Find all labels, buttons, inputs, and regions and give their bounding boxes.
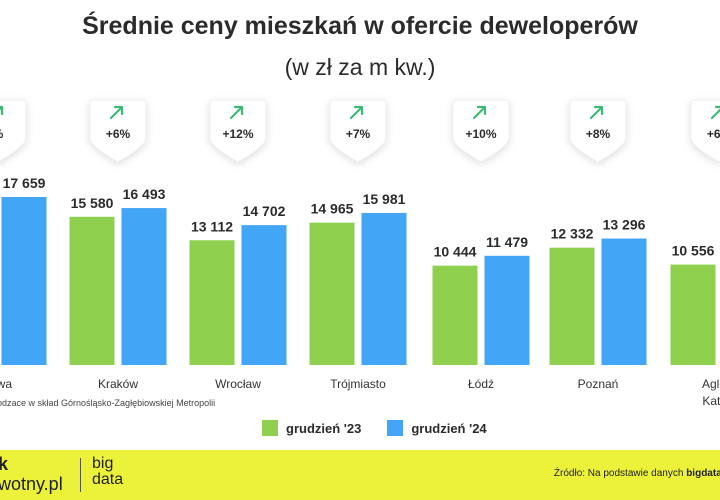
change-label-6: +6% bbox=[707, 127, 720, 141]
change-badge-4: +10% bbox=[452, 99, 510, 163]
category-label-1: Kraków bbox=[98, 377, 138, 391]
badge-shield bbox=[209, 99, 267, 163]
change-label-0: % bbox=[0, 127, 4, 141]
arrow-head bbox=[714, 105, 720, 109]
arrow-head bbox=[353, 105, 364, 116]
bigdata-logo: big data bbox=[92, 456, 123, 488]
change-badge-5: +8% bbox=[569, 99, 627, 163]
legend-swatch-2024 bbox=[387, 420, 404, 436]
legend-item-2024: grudzień '24 bbox=[387, 420, 487, 436]
value-label-2023-2: 13 112 bbox=[191, 218, 233, 234]
arrow-up-right-icon bbox=[472, 106, 486, 120]
bar-2024-5 bbox=[601, 238, 647, 365]
bigdata-logo-line2: data bbox=[92, 471, 124, 488]
change-badge-0: % bbox=[0, 99, 27, 162]
category-label-2: Wrocław bbox=[215, 377, 261, 391]
change-label-5: +8% bbox=[586, 127, 611, 141]
category-label-4: Łódź bbox=[468, 377, 494, 391]
category-label-line2-6: Katow bbox=[702, 394, 720, 408]
source-note: Źródło: Na podstawie danych bigdata.ry bbox=[554, 468, 720, 479]
arrow-head bbox=[233, 105, 244, 116]
bar-2023-5 bbox=[549, 247, 595, 365]
bar-2024-0 bbox=[1, 197, 47, 365]
legend-swatch-2023 bbox=[262, 420, 278, 436]
category-label-3: Trójmiasto bbox=[330, 377, 386, 391]
badge-shield bbox=[89, 99, 147, 163]
category-label-5: Poznań bbox=[578, 377, 619, 391]
value-label-2024-3: 15 981 bbox=[363, 191, 406, 207]
bar-2024-2 bbox=[241, 225, 287, 365]
badge-shield bbox=[452, 99, 510, 163]
change-badge-6: +6% bbox=[690, 99, 720, 163]
bar-2023-4 bbox=[432, 265, 478, 365]
bar-2023-6 bbox=[670, 264, 716, 365]
value-label-2023-3: 14 965 bbox=[311, 201, 354, 217]
source-brand: bigdata.ry bbox=[686, 468, 720, 479]
value-label-2023-4: 10 444 bbox=[434, 244, 477, 260]
chart-subtitle: (w zł za m kw.) bbox=[284, 54, 436, 80]
value-label-2024-4: 11 479 bbox=[486, 234, 528, 250]
arrow-up-right-icon bbox=[229, 106, 243, 120]
value-label-2024-1: 16 493 bbox=[123, 186, 166, 202]
bar-2023-2 bbox=[189, 240, 235, 365]
change-label-4: +10% bbox=[465, 127, 496, 141]
footer-bar: k wotny.pl big data Źródło: Na podstawie… bbox=[0, 450, 720, 500]
bar-2024-4 bbox=[484, 255, 530, 365]
value-label-2024-5: 13 296 bbox=[603, 217, 646, 233]
bar-2024-1 bbox=[121, 208, 167, 365]
arrow-up-right-icon bbox=[710, 108, 720, 120]
source-prefix: Źródło: Na podstawie danych bbox=[553, 468, 687, 479]
arrow-up-right-icon bbox=[589, 106, 603, 120]
badge-shield bbox=[329, 99, 387, 163]
arrow-head bbox=[593, 105, 604, 116]
arrow-head bbox=[0, 105, 4, 116]
logo-divider bbox=[80, 458, 81, 492]
value-label-2023-5: 12 332 bbox=[551, 226, 594, 242]
value-label-2024-2: 14 702 bbox=[243, 203, 286, 219]
arrow-up-right-icon bbox=[109, 106, 123, 120]
arrow-head bbox=[476, 105, 487, 116]
change-badge-2: +12% bbox=[209, 99, 267, 163]
legend: grudzień '23 grudzień '24 bbox=[262, 420, 487, 436]
change-badge-3: +7% bbox=[329, 99, 387, 163]
brand-logo-part2: wotny.pl bbox=[0, 474, 63, 494]
legend-label-2024: grudzień '24 bbox=[411, 420, 487, 436]
badge-shield bbox=[690, 99, 720, 163]
badge-shield bbox=[569, 99, 627, 163]
change-label-2: +12% bbox=[222, 127, 253, 141]
badge-shield bbox=[0, 99, 27, 162]
chart-title: Średnie ceny mieszkań w ofercie dewelope… bbox=[82, 12, 638, 40]
brand-logo-part1: k bbox=[0, 454, 9, 474]
value-label-2023-6: 10 556 bbox=[672, 243, 715, 259]
bar-2024-3 bbox=[361, 212, 407, 365]
legend-label-2023: grudzień '23 bbox=[286, 420, 362, 436]
bar-2023-3 bbox=[309, 222, 355, 365]
change-label-1: +6% bbox=[106, 127, 131, 141]
bar-2023-1 bbox=[69, 216, 115, 365]
change-badge-1: +6% bbox=[89, 99, 147, 163]
footnote: hodzace w skład Górnośląsko-Zagłębiowski… bbox=[0, 398, 216, 408]
value-label-2024-0: 17 659 bbox=[3, 175, 46, 191]
category-label-6: Aglom bbox=[702, 377, 720, 391]
bar-chart: % +6% +12% +7% +10% +8% +6% 15 580 13 112 14 965 1… bbox=[0, 99, 720, 408]
change-label-3: +7% bbox=[346, 127, 371, 141]
legend-item-2023: grudzień '23 bbox=[262, 420, 361, 436]
arrow-head bbox=[113, 105, 124, 116]
category-label-0: zawa bbox=[0, 377, 12, 391]
value-label-2023-1: 15 580 bbox=[71, 195, 114, 211]
arrow-up-right-icon bbox=[349, 106, 363, 120]
bigdata-logo-line1: big bbox=[92, 455, 114, 472]
